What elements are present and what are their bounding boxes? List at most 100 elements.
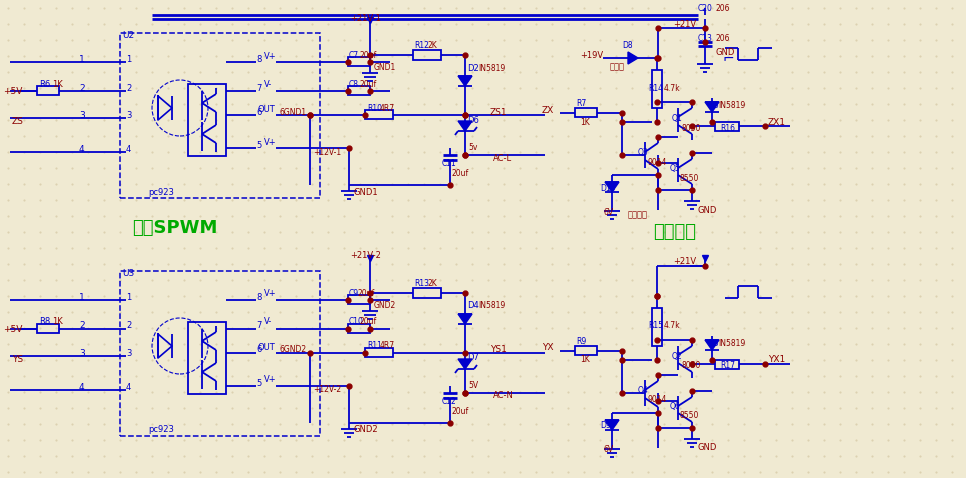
- Text: IN5819: IN5819: [478, 302, 505, 311]
- Bar: [715, 360, 739, 369]
- Text: 3: 3: [79, 110, 85, 120]
- Text: 206: 206: [715, 3, 729, 12]
- Text: D3: D3: [708, 100, 719, 109]
- Text: 4R7: 4R7: [380, 341, 395, 350]
- Text: +21V-1: +21V-1: [350, 13, 381, 22]
- Bar: [188, 322, 226, 394]
- Text: V+: V+: [264, 138, 276, 146]
- Text: +12V-2: +12V-2: [313, 385, 341, 394]
- Text: V+: V+: [264, 52, 276, 61]
- Text: R14: R14: [648, 84, 663, 93]
- Text: 8: 8: [256, 54, 262, 64]
- Text: 6GND1: 6GND1: [280, 108, 307, 117]
- Text: 8: 8: [256, 293, 262, 302]
- Bar: [652, 70, 662, 108]
- Text: R17: R17: [720, 361, 735, 370]
- Polygon shape: [705, 102, 719, 112]
- Text: V+: V+: [264, 290, 276, 298]
- Text: 5v: 5v: [468, 142, 477, 152]
- Bar: [365, 348, 393, 357]
- Text: 9014: 9014: [648, 395, 668, 404]
- Polygon shape: [458, 359, 472, 369]
- Text: 5V: 5V: [468, 380, 478, 390]
- Text: R13: R13: [414, 279, 429, 287]
- Text: 4: 4: [79, 144, 85, 153]
- Text: OUT: OUT: [258, 105, 275, 113]
- Text: 4: 4: [126, 382, 131, 391]
- Bar: [575, 346, 597, 355]
- Text: 2K: 2K: [428, 279, 438, 287]
- Text: 7: 7: [256, 84, 262, 93]
- Text: Q2: Q2: [672, 351, 683, 360]
- Text: ZS: ZS: [12, 117, 24, 126]
- Text: GND1: GND1: [374, 63, 396, 72]
- Text: 2: 2: [126, 322, 131, 330]
- Text: 20uf: 20uf: [451, 406, 469, 415]
- Text: C13: C13: [698, 33, 713, 43]
- Text: V-: V-: [264, 79, 272, 88]
- Text: C10: C10: [349, 317, 364, 326]
- Text: 二极管: 二极管: [610, 63, 625, 72]
- Text: U3: U3: [122, 269, 134, 278]
- Text: +21V-2: +21V-2: [350, 251, 381, 261]
- Bar: [348, 57, 370, 66]
- Text: ZX1: ZX1: [768, 118, 786, 127]
- Text: ⌐: ⌐: [723, 51, 734, 65]
- Text: ZX: ZX: [542, 106, 554, 115]
- Text: +5V: +5V: [3, 87, 22, 96]
- Text: 6GND2: 6GND2: [280, 346, 307, 355]
- Text: 4: 4: [79, 382, 85, 391]
- Text: D2: D2: [467, 64, 479, 73]
- Text: D6: D6: [467, 116, 479, 124]
- Text: YS: YS: [12, 355, 23, 363]
- Text: Q6: Q6: [670, 402, 681, 411]
- Bar: [348, 86, 370, 95]
- Text: 1K: 1K: [52, 79, 63, 88]
- Text: 5: 5: [256, 141, 261, 150]
- Text: GND2: GND2: [353, 425, 378, 435]
- Text: C12: C12: [442, 396, 457, 405]
- Polygon shape: [605, 182, 619, 192]
- Text: GND1: GND1: [353, 187, 378, 196]
- Text: 20uf: 20uf: [358, 289, 375, 297]
- Text: ZS1: ZS1: [490, 108, 507, 117]
- Polygon shape: [458, 314, 472, 324]
- Text: D5: D5: [708, 338, 719, 348]
- Text: D9: D9: [600, 422, 611, 431]
- Text: R15: R15: [648, 322, 663, 330]
- Text: 20uf: 20uf: [360, 51, 378, 59]
- Text: +5V: +5V: [3, 325, 22, 334]
- Polygon shape: [605, 420, 619, 430]
- Text: 3: 3: [126, 110, 131, 120]
- Text: +12V-1: +12V-1: [313, 148, 341, 156]
- Polygon shape: [458, 76, 472, 86]
- Text: 4: 4: [126, 144, 131, 153]
- Text: R6: R6: [39, 79, 50, 88]
- Text: C8: C8: [349, 79, 359, 88]
- Text: 8550: 8550: [680, 412, 699, 421]
- Text: YX1: YX1: [768, 356, 785, 365]
- Text: 1K: 1K: [580, 356, 590, 365]
- Text: 4.7k: 4.7k: [664, 84, 681, 93]
- Text: pc923: pc923: [148, 425, 174, 435]
- Text: Q1: Q1: [672, 113, 683, 122]
- Text: 6: 6: [256, 346, 262, 355]
- Bar: [348, 295, 370, 304]
- Bar: [188, 84, 226, 156]
- Text: YS1: YS1: [490, 346, 507, 355]
- Text: IN5819: IN5819: [718, 100, 745, 109]
- Text: 4.7k: 4.7k: [664, 322, 681, 330]
- Text: D10: D10: [600, 184, 615, 193]
- Text: R10: R10: [367, 104, 382, 112]
- Text: GND: GND: [698, 206, 718, 215]
- Text: 6V: 6V: [604, 207, 614, 217]
- Text: 20uf: 20uf: [360, 79, 378, 88]
- Polygon shape: [458, 121, 472, 131]
- Text: GND2: GND2: [374, 301, 396, 309]
- Text: 206: 206: [715, 33, 729, 43]
- Text: 2: 2: [126, 84, 131, 93]
- Text: AC-L: AC-L: [493, 153, 512, 163]
- Text: 9014: 9014: [648, 157, 668, 166]
- Text: 1: 1: [79, 293, 85, 302]
- Text: Q5: Q5: [670, 163, 681, 173]
